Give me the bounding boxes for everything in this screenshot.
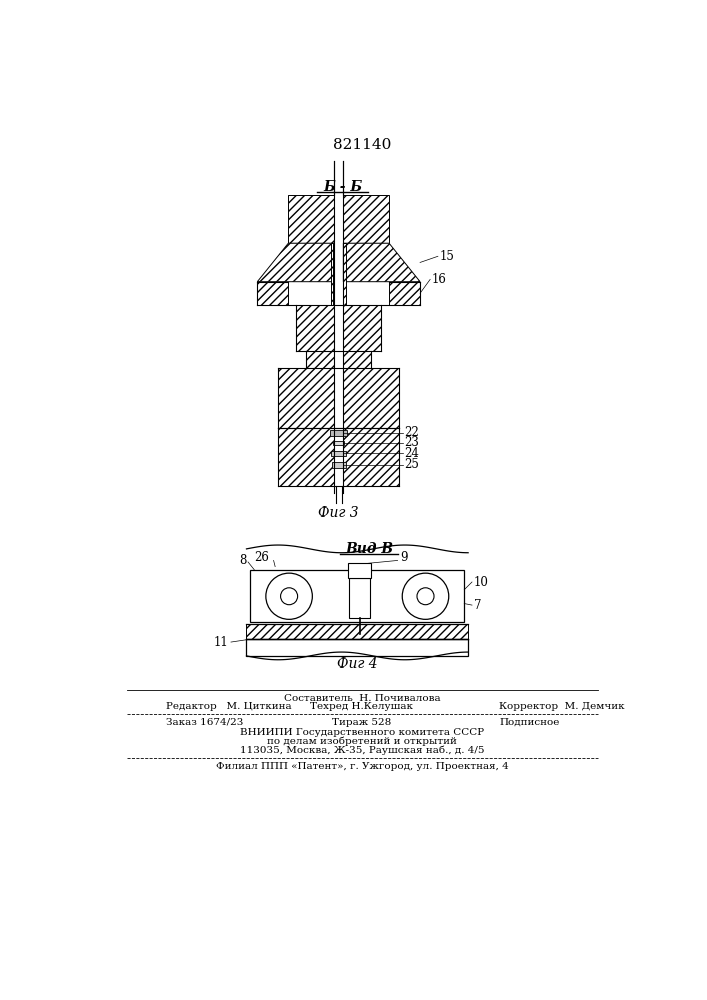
- Text: 22: 22: [404, 426, 419, 439]
- Text: Тираж 528: Тираж 528: [332, 718, 392, 727]
- Bar: [279, 368, 334, 428]
- Text: по делам изобретений и открытий: по делам изобретений и открытий: [267, 737, 457, 746]
- Text: Редактор   М. Циткина: Редактор М. Циткина: [166, 702, 291, 711]
- Text: Составитель  Н. Почивалова: Составитель Н. Почивалова: [284, 694, 440, 703]
- Text: Техред Н.Келушак: Техред Н.Келушак: [310, 702, 414, 711]
- Text: 15: 15: [440, 250, 455, 263]
- Bar: [332, 462, 346, 468]
- Bar: [349, 578, 370, 618]
- Bar: [296, 305, 334, 351]
- Bar: [344, 305, 381, 351]
- Text: 24: 24: [404, 447, 419, 460]
- Text: 26: 26: [255, 551, 269, 564]
- Text: 9: 9: [400, 551, 407, 564]
- Bar: [344, 351, 371, 368]
- Bar: [257, 282, 288, 305]
- Bar: [331, 243, 333, 305]
- Text: Фиг 4: Фиг 4: [337, 657, 378, 671]
- Text: Корректор  М. Демчик: Корректор М. Демчик: [499, 702, 625, 711]
- Bar: [355, 628, 364, 636]
- Text: 23: 23: [404, 436, 419, 449]
- Bar: [247, 639, 468, 656]
- Text: 10: 10: [474, 576, 489, 588]
- Text: 8: 8: [239, 554, 247, 567]
- Bar: [344, 368, 399, 428]
- Polygon shape: [344, 243, 420, 282]
- Text: Вид В: Вид В: [345, 542, 393, 556]
- Polygon shape: [344, 195, 389, 243]
- Bar: [344, 243, 346, 305]
- Bar: [247, 624, 468, 639]
- Text: 11: 11: [214, 636, 228, 649]
- Text: 16: 16: [432, 273, 447, 286]
- Bar: [344, 428, 399, 486]
- Text: Филиал ППП «Патент», г. Ужгород, ул. Проектная, 4: Филиал ППП «Патент», г. Ужгород, ул. Про…: [216, 762, 508, 771]
- Text: ВНИИПИ Государственного комитета СССР: ВНИИПИ Государственного комитета СССР: [240, 728, 484, 737]
- Text: 113035, Москва, Ж-35, Раушская наб., д. 4/5: 113035, Москва, Ж-35, Раушская наб., д. …: [240, 746, 484, 755]
- Bar: [348, 563, 371, 578]
- Text: 25: 25: [404, 458, 419, 471]
- Bar: [389, 282, 420, 305]
- Bar: [333, 441, 344, 445]
- Text: Б - Б: Б - Б: [323, 180, 362, 194]
- Text: 7: 7: [474, 599, 481, 612]
- Bar: [331, 451, 346, 456]
- Bar: [306, 351, 334, 368]
- Text: Заказ 1674/23: Заказ 1674/23: [166, 718, 243, 727]
- Text: Фиг 3: Фиг 3: [318, 506, 359, 520]
- Text: Подписное: Подписное: [499, 718, 559, 727]
- Bar: [330, 430, 347, 436]
- Bar: [250, 570, 464, 622]
- Bar: [279, 428, 334, 486]
- Polygon shape: [288, 195, 334, 243]
- Text: 821140: 821140: [333, 138, 391, 152]
- Polygon shape: [257, 243, 334, 282]
